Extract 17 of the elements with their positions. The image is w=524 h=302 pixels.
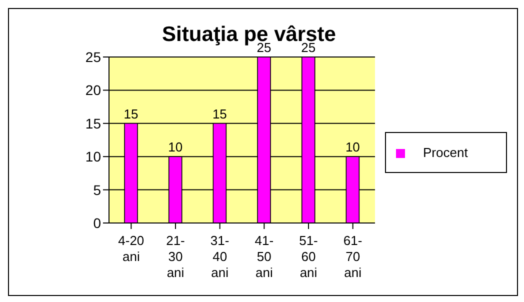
x-tick-label: 61-70 ani [343,233,362,280]
y-tick-label: 20 [85,82,102,98]
y-tick-label: 5 [93,182,102,198]
data-label: 10 [168,140,183,155]
y-tick-label: 15 [85,115,102,132]
y-tick-label: 25 [85,48,102,65]
data-label: 15 [124,106,138,122]
data-label: 15 [212,106,227,122]
legend-label: Procent [423,144,468,160]
x-tick-label: 4-20 ani [118,233,144,264]
y-tick-label: 10 [85,148,102,165]
y-tick-label: 0 [93,214,102,231]
data-label: 10 [345,140,360,155]
x-tick-label: 41-50 ani [254,233,274,280]
x-tick-label: 21-30 ani [166,233,185,280]
x-tick-label: 51-60 ani [299,233,318,280]
x-tick-label: 31-40 ani [210,233,230,280]
